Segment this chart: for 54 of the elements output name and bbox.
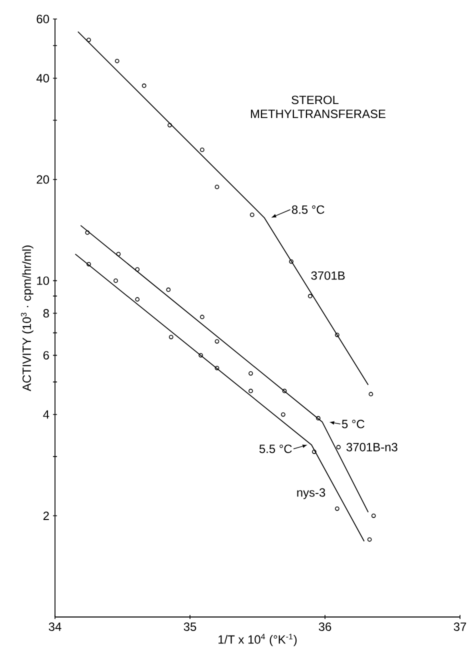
point [116, 252, 121, 256]
y-tick-label: 60 [36, 14, 50, 24]
point [248, 371, 253, 376]
point [316, 416, 320, 420]
x-tick-label: 34 [48, 622, 62, 631]
point [368, 392, 374, 396]
y-tick-label: 4 [43, 410, 50, 419]
point [135, 297, 140, 302]
x-tick-label: 37 [454, 622, 466, 631]
series-label: 3701B-n3 [346, 442, 398, 452]
point [214, 366, 220, 370]
x-tick-label: 36 [318, 622, 332, 631]
point [308, 294, 312, 298]
point [248, 388, 253, 394]
y-tick-label: 10 [37, 276, 50, 285]
point [200, 148, 204, 152]
point [168, 334, 174, 340]
annotation: 5 °C [342, 420, 364, 428]
point [142, 84, 146, 88]
point [85, 230, 90, 235]
point [135, 267, 140, 272]
text: STEROL METHYLTRANSFERASE [250, 96, 386, 118]
point [114, 58, 120, 64]
point [280, 412, 286, 417]
point [166, 288, 171, 292]
point [168, 122, 172, 128]
y-axis-title: ACTIVITY (10$^{3}$ · cpm/hr/ml) [20, 246, 34, 392]
series-label: nys-3 [297, 488, 326, 500]
point [334, 332, 340, 338]
point [250, 212, 254, 218]
point [367, 537, 372, 542]
point [282, 388, 287, 394]
y-tick-label: 2 [43, 512, 49, 520]
point [214, 339, 220, 344]
y-tick-label: 40 [36, 74, 50, 82]
point [198, 353, 203, 358]
x-tick-label: 35 [184, 622, 196, 631]
point [312, 450, 316, 454]
point [200, 314, 204, 320]
point [214, 184, 220, 190]
annotation: 8.5 °C [292, 205, 324, 214]
point [336, 444, 341, 450]
point [86, 262, 91, 266]
point [334, 506, 340, 511]
point [114, 278, 118, 283]
annotation: 5.5 °C [259, 444, 292, 454]
y-tick-label: 8 [43, 309, 49, 318]
x-axis-title: 1/T x 10$^{4}$ (°K$^{-1}$) [218, 634, 297, 646]
point [371, 514, 376, 518]
point [86, 38, 91, 42]
series-label: 3701B [311, 271, 345, 280]
y-tick-label: 6 [43, 351, 49, 360]
point [289, 259, 294, 264]
y-tick-label: 20 [36, 175, 50, 184]
